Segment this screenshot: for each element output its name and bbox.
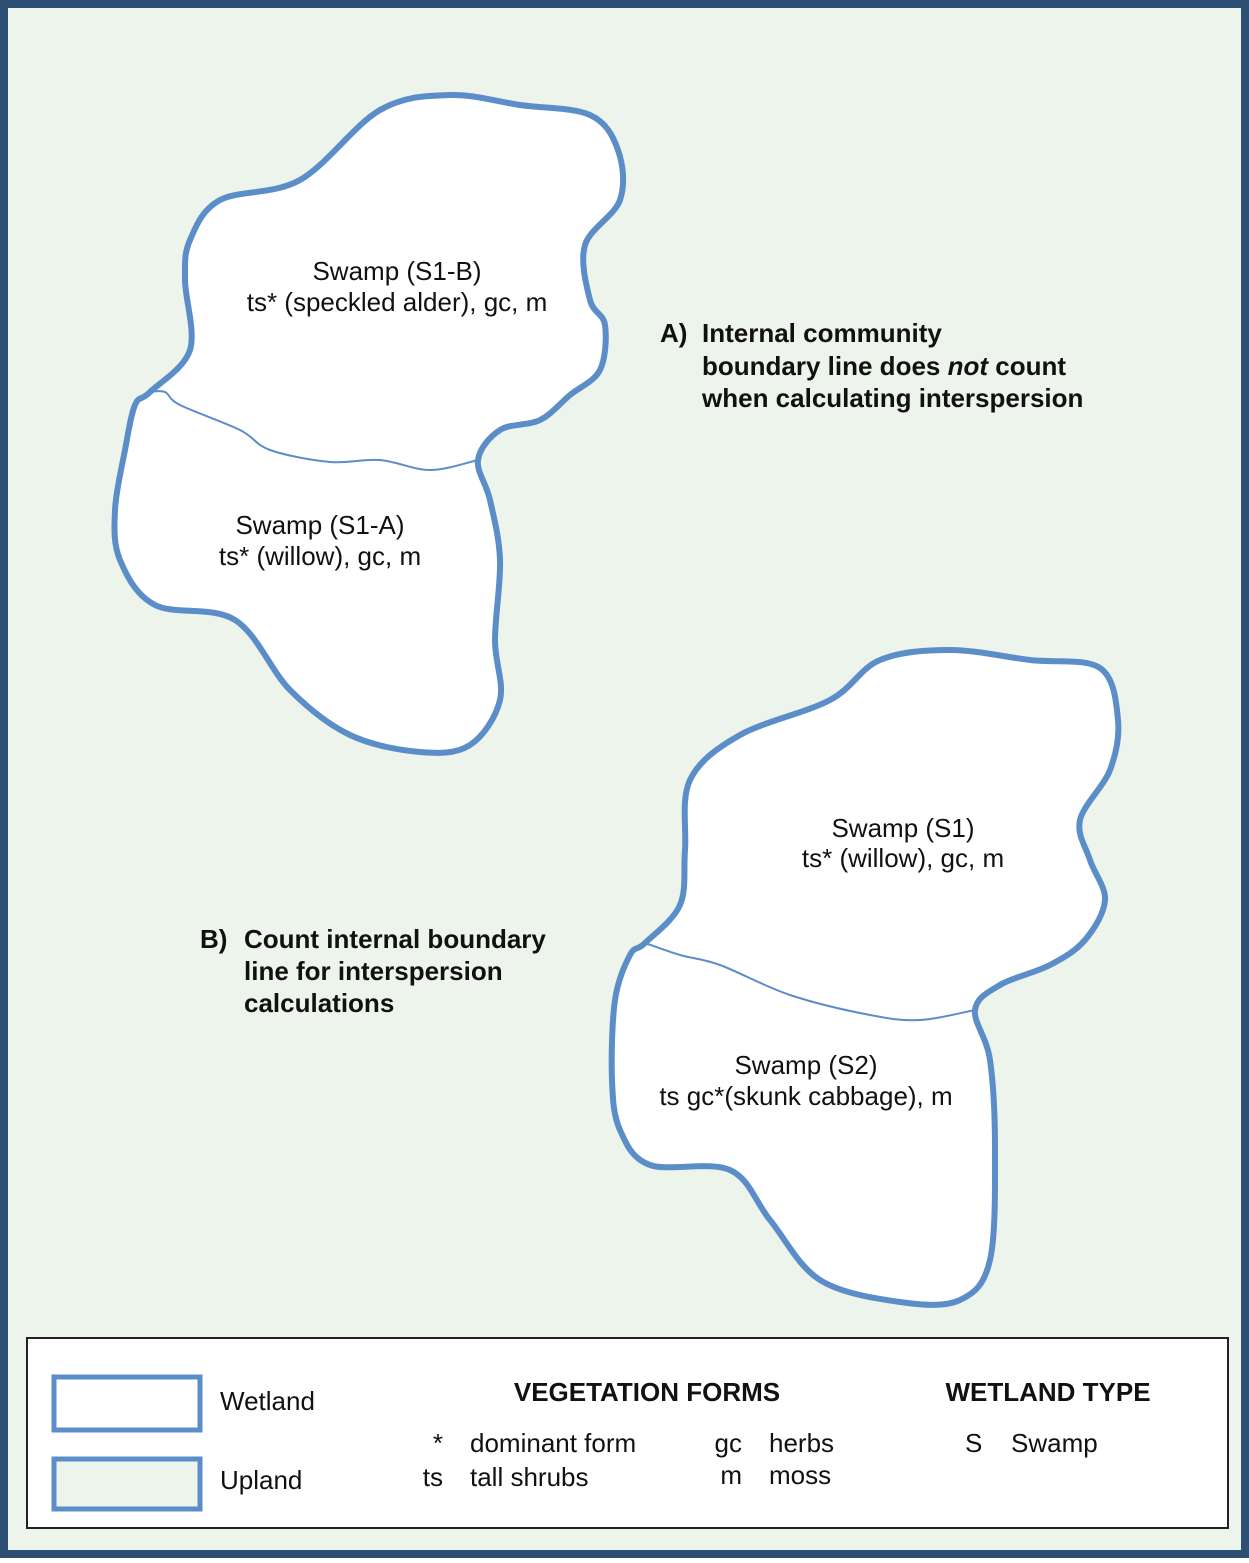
annotation-marker: A): [660, 318, 687, 348]
region-labels: Swamp (S1-B) ts* (speckled alder), gc, m…: [219, 256, 1004, 1111]
swatch-label: Upland: [220, 1465, 302, 1495]
wetland-b: [608, 647, 1122, 1308]
upland-swatch: [51, 1456, 203, 1512]
internal-boundary-a: [149, 390, 479, 472]
region-detail: ts gc*(skunk cabbage), m: [659, 1081, 952, 1111]
legend-name: herbs: [769, 1428, 834, 1458]
annotation-line: Internal community: [702, 318, 942, 348]
legend-code: m: [720, 1460, 742, 1490]
legend-code: ts: [423, 1462, 443, 1492]
legend-heading: VEGETATION FORMS: [514, 1377, 780, 1407]
legend-code: *: [433, 1428, 443, 1458]
region-title: Swamp (S1): [831, 813, 974, 843]
legend-name: moss: [769, 1460, 831, 1490]
annotation-line: when calculating interspersion: [701, 383, 1083, 413]
annotation-a: A) Internal community boundary line does…: [660, 318, 1083, 413]
annotation-emphasis: not: [948, 351, 990, 381]
wetland-a: [111, 91, 627, 756]
region-title: Swamp (S1-A): [235, 510, 404, 540]
region-detail: ts* (speckled alder), gc, m: [247, 287, 548, 317]
region-detail: ts* (willow), gc, m: [802, 843, 1004, 873]
region-title: Swamp (S1-B): [312, 256, 481, 286]
annotation-b: B) Count internal boundary line for inte…: [200, 924, 546, 1018]
legend-name: Swamp: [1011, 1428, 1098, 1458]
annotation-line: boundary line does not count: [702, 351, 1066, 381]
annotation-marker: B): [200, 924, 227, 954]
region-detail: ts* (willow), gc, m: [219, 541, 421, 571]
swatch-label: Wetland: [220, 1386, 315, 1416]
annotation-line: calculations: [244, 988, 394, 1018]
annotation-text: boundary line does: [702, 351, 948, 381]
annotation-line: Count internal boundary: [244, 924, 546, 954]
legend-name: tall shrubs: [470, 1462, 589, 1492]
internal-boundary-b: [644, 942, 976, 1022]
legend-heading: WETLAND TYPE: [945, 1377, 1150, 1407]
legend-code: gc: [715, 1428, 742, 1458]
wetland-swatch: [51, 1374, 203, 1433]
legend-box: [26, 1337, 1229, 1529]
legend-name: dominant form: [470, 1428, 636, 1458]
legend: Wetland Upland VEGETATION FORMS * domina…: [26, 1337, 1229, 1529]
annotation-text: count: [988, 351, 1066, 381]
annotation-line: line for interspersion: [244, 956, 503, 986]
region-title: Swamp (S2): [734, 1050, 877, 1080]
legend-code: S: [965, 1428, 982, 1458]
